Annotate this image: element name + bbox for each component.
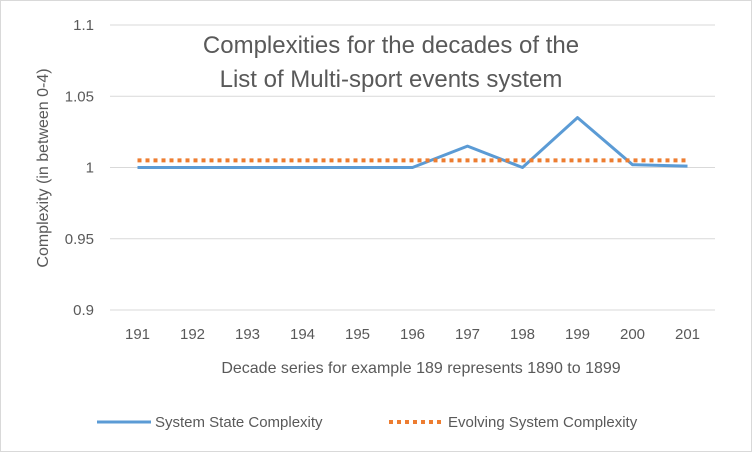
series-line-system-state	[137, 116, 688, 169]
x-tick-label: 199	[565, 326, 590, 343]
y-tick-label: 0.9	[73, 302, 94, 319]
x-tick-label: 195	[345, 326, 370, 343]
x-tick-label: 196	[400, 326, 425, 343]
legend: System State Complexity Evolving System …	[97, 414, 638, 431]
chart-title-line-1: Complexities for the decades of the	[203, 32, 579, 59]
x-tick-label: 191	[125, 326, 150, 343]
y-axis-title: Complexity (in between 0-4)	[35, 68, 52, 267]
x-tick-label: 194	[290, 326, 315, 343]
legend-label-system-state: System State Complexity	[155, 414, 323, 431]
x-tick-label: 198	[510, 326, 535, 343]
x-tick-label: 193	[235, 326, 260, 343]
x-tick-label: 192	[180, 326, 205, 343]
x-tick-label: 201	[675, 326, 700, 343]
x-axis-title: Decade series for example 189 represents…	[221, 360, 620, 377]
x-tick-label: 197	[455, 326, 480, 343]
y-tick-label: 0.95	[65, 231, 94, 248]
y-tick-label: 1.1	[73, 17, 94, 34]
series-layer	[137, 116, 688, 169]
legend-label-evolving-system: Evolving System Complexity	[448, 414, 638, 431]
y-axis-ticks: 0.9 0.95 1 1.05 1.1	[65, 17, 94, 319]
y-tick-label: 1	[86, 160, 94, 177]
y-tick-label: 1.05	[65, 88, 94, 105]
chart-title-line-2: List of Multi-sport events system	[220, 66, 563, 93]
x-tick-label: 200	[620, 326, 645, 343]
x-axis-ticks: 191 192 193 194 195 196 197 198 199 200 201	[125, 326, 700, 343]
